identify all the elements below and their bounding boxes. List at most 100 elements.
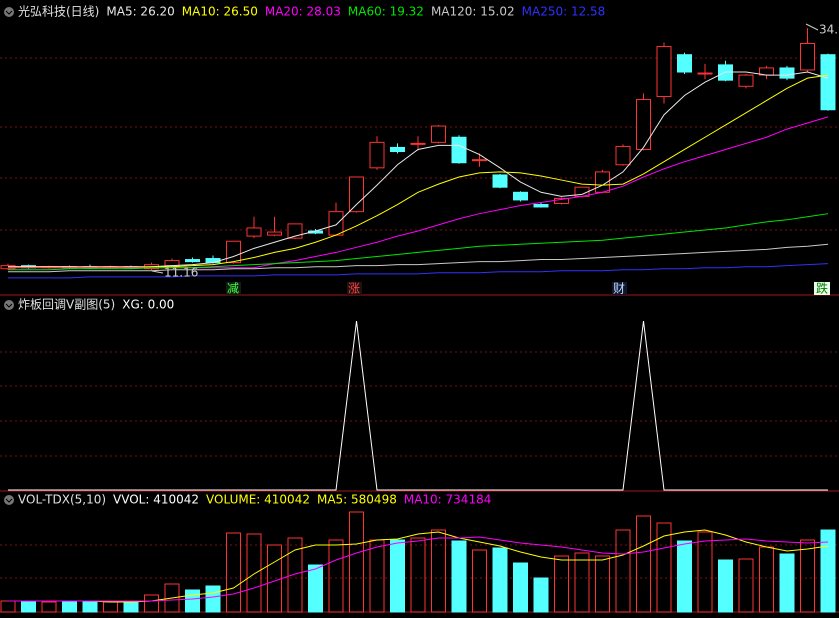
legend-text: VVOL: 410042	[113, 493, 199, 507]
signal-box	[814, 282, 830, 295]
candle-body	[779, 67, 795, 79]
legend-text: 炸板回调V副图(5)	[18, 298, 115, 312]
annotation: 11.16	[164, 266, 198, 280]
volume-bar	[533, 577, 549, 613]
volume-bar	[144, 594, 159, 613]
candle-body	[615, 145, 631, 166]
volume-bar	[800, 539, 815, 613]
legends: 光弘科技(日线) MA5: 26.20 MA10: 26.50 MA20: 28.03…	[4, 5, 605, 507]
volume-bar	[226, 532, 241, 613]
volume-bar	[779, 553, 795, 613]
volume-bar	[718, 559, 733, 613]
signal: 减	[227, 282, 239, 296]
legend-icon	[4, 300, 14, 310]
legend-text: MA120: 15.02	[431, 5, 515, 19]
volume-bar	[328, 539, 344, 613]
line	[8, 243, 829, 273]
candle-body	[0, 265, 16, 270]
candle-body	[328, 211, 344, 236]
volume-bar	[431, 529, 446, 613]
volume-bar	[820, 529, 836, 613]
volume-bar	[349, 511, 364, 613]
annotation-leader	[805, 23, 819, 31]
candle-body	[185, 259, 200, 263]
signal: 涨	[348, 281, 360, 296]
volume-bar	[390, 539, 405, 613]
legend-icon-arrow	[5, 498, 13, 503]
volume-bar	[554, 555, 569, 613]
candle-body	[738, 74, 754, 87]
legend-text: MA5: 580498	[317, 493, 397, 507]
legend-icon	[4, 7, 14, 17]
line	[8, 74, 829, 268]
legend-text: VOL-TDX(5,10)	[18, 493, 106, 507]
volume-bar	[615, 529, 631, 613]
volume-bar	[287, 537, 303, 613]
legend-text: MA20: 28.03	[265, 5, 341, 19]
marks	[0, 28, 836, 613]
legend-icon-arrow	[5, 10, 13, 15]
volume-bar	[82, 601, 98, 613]
volume-bar	[656, 522, 672, 613]
volume-bar	[513, 562, 528, 613]
candle-body	[697, 72, 713, 75]
candle-body	[451, 136, 467, 164]
volume-bar	[123, 601, 139, 613]
volume-bar	[697, 531, 713, 613]
candle-body	[656, 46, 672, 97]
candle-body	[820, 54, 836, 111]
candle-body	[410, 142, 426, 145]
volume-bar	[472, 549, 487, 613]
line	[8, 263, 829, 279]
legend-text: MA5: 26.20	[106, 5, 174, 19]
volume-bar	[185, 589, 200, 613]
candle-body	[492, 174, 508, 188]
candle-body	[369, 141, 385, 169]
volume-bar	[308, 564, 323, 613]
signals: 减 涨 财 跌	[226, 281, 830, 296]
signal-box	[347, 282, 362, 295]
volume-bar	[205, 585, 221, 613]
volume-bar	[41, 601, 57, 613]
candle-body	[267, 231, 282, 236]
candle-body	[636, 99, 651, 150]
volume-bar	[164, 583, 180, 613]
legend-text: XG: 0.00	[122, 298, 174, 312]
line	[8, 536, 829, 602]
annotations: 34.9 11.16	[151, 23, 839, 280]
volume-bar	[574, 552, 590, 613]
candle-body	[800, 42, 815, 71]
candle-body	[533, 204, 549, 208]
annotation: 34.9	[819, 23, 839, 37]
volume-bar	[636, 515, 651, 613]
legend-text: MA10: 734184	[404, 493, 492, 507]
volume-bar	[21, 601, 36, 613]
annotation-leader	[151, 270, 164, 274]
legend-text: 光弘科技(日线)	[18, 5, 99, 19]
legend-text: MA60: 19.32	[348, 5, 424, 19]
candle-body	[431, 125, 446, 143]
volume-bar	[595, 555, 610, 613]
volume-bar	[246, 533, 262, 613]
legend-text: VOLUME: 410042	[206, 493, 310, 507]
volume-bar	[451, 540, 467, 613]
line	[8, 213, 829, 271]
legend-icon	[4, 495, 14, 505]
volume-bar	[677, 540, 692, 613]
volume-bar	[410, 537, 426, 613]
signal: 财	[613, 282, 625, 296]
line	[8, 321, 828, 491]
candle-body	[472, 159, 487, 162]
candle-body	[287, 223, 303, 239]
volume-bar	[62, 601, 77, 613]
candle-body	[205, 258, 221, 264]
candle-body	[677, 54, 692, 73]
candle-body	[246, 227, 262, 237]
candle-body	[226, 240, 241, 264]
signal-box	[226, 282, 241, 295]
legend-text: MA10: 26.50	[182, 5, 258, 19]
legend-text: MA250: 12.58	[522, 5, 606, 19]
legend-icon-arrow	[5, 303, 13, 308]
